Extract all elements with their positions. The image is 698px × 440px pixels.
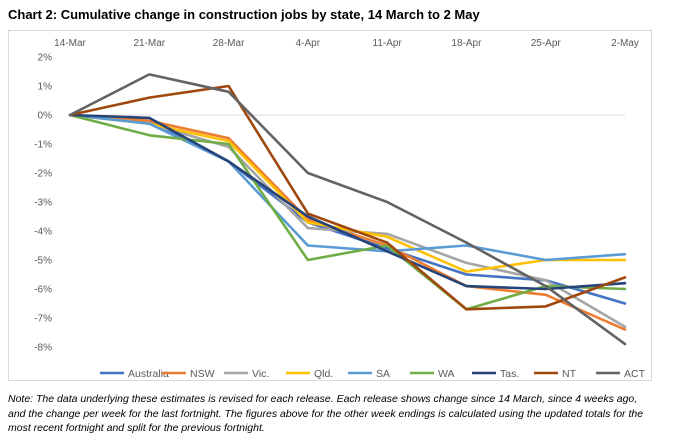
x-tick-label: 2-May — [611, 38, 639, 49]
series-line-nt — [68, 84, 627, 311]
legend-label-tas: Tas. — [500, 368, 519, 380]
x-tick-label: 28-Mar — [213, 38, 245, 49]
y-tick-label: -8% — [34, 343, 52, 354]
legend-label-nsw: NSW — [190, 368, 215, 380]
chart-note: Note: The data underlying these estimate… — [8, 393, 644, 434]
x-tick-label: 21-Mar — [133, 38, 165, 49]
x-tick-label: 14-Mar — [54, 38, 86, 49]
y-tick-label: -5% — [34, 256, 52, 267]
series-line-nsw — [68, 113, 627, 331]
y-tick-label: 0% — [38, 111, 53, 122]
chart-frame — [8, 30, 652, 381]
y-tick-label: 2% — [38, 53, 53, 64]
y-tick-label: -2% — [34, 169, 52, 180]
legend-label-qld: Qld. — [314, 368, 333, 380]
series-line-tas — [68, 113, 627, 291]
legend-label-australia: Australia — [128, 368, 169, 380]
legend-label-sa: SA — [376, 368, 390, 380]
legend-label-nt: NT — [562, 368, 577, 380]
x-tick-label: 25-Apr — [531, 38, 562, 49]
line-chart: 2% 1% 0% -1% -2% -3% -4% -5% -6% -7% -8% 14-Mar 21-M… — [34, 38, 646, 380]
series-line-act — [68, 73, 627, 346]
x-tick-label: 4-Apr — [296, 38, 321, 49]
chart-title: Chart 2: Cumulative change in constructi… — [8, 7, 480, 22]
x-tick-label: 11-Apr — [373, 38, 403, 49]
y-tick-label: -4% — [34, 227, 52, 238]
series-line-wa — [68, 113, 627, 311]
legend-label-wa: WA — [438, 368, 455, 380]
series-line-sa — [68, 113, 627, 262]
y-tick-label: -1% — [34, 140, 52, 151]
legend-label-vic: Vic. — [252, 368, 269, 380]
series-line-australia — [68, 113, 627, 305]
y-tick-label: -3% — [34, 198, 52, 209]
legend-label-act: ACT — [624, 368, 646, 380]
x-tick-label: 18-Apr — [451, 38, 482, 49]
y-tick-label: -6% — [34, 285, 52, 296]
y-tick-label: -7% — [34, 314, 52, 325]
y-tick-label: 1% — [38, 82, 53, 93]
